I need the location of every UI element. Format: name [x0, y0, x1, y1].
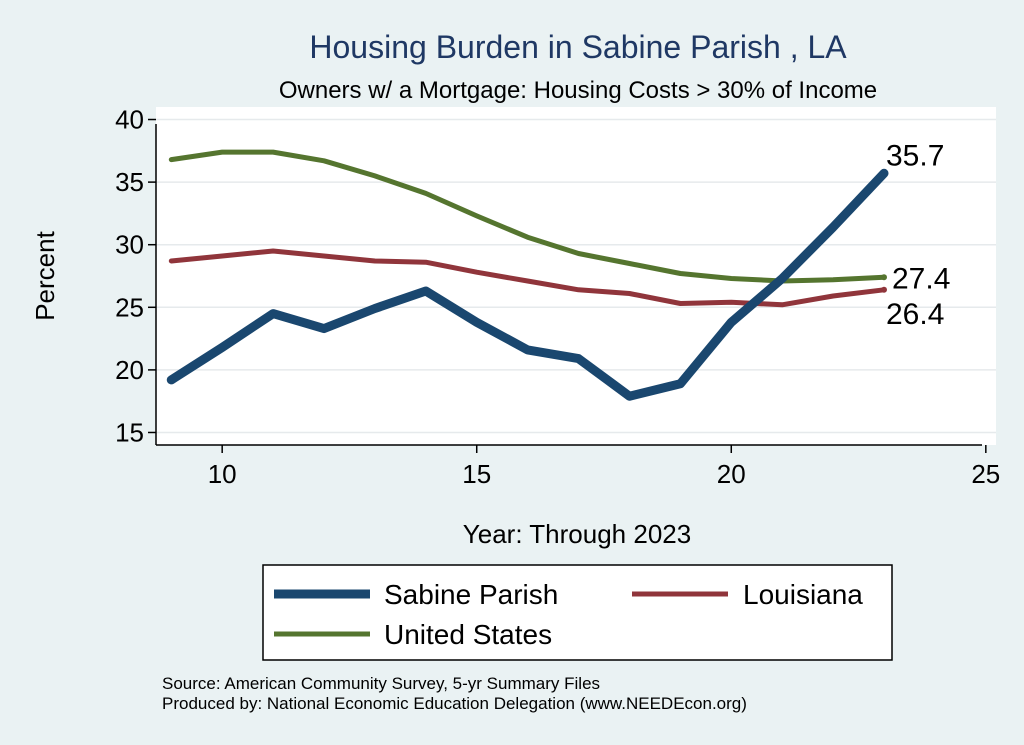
series-endpoint-louisiana — [881, 286, 887, 293]
y-tick-label-25: 25 — [115, 292, 144, 322]
axes — [155, 124, 982, 446]
y-axis-ticks: 15 20 25 30 35 40 — [115, 105, 156, 447]
chart-subtitle: Owners w/ a Mortgage: Housing Costs > 30… — [279, 77, 877, 104]
x-tick-label-20: 20 — [717, 459, 746, 489]
source-note: Source: American Community Survey, 5-yr … — [162, 674, 600, 693]
y-tick-label-20: 20 — [115, 355, 144, 385]
y-tick-label-40: 40 — [115, 105, 144, 135]
y-tick-label-30: 30 — [115, 230, 144, 260]
series-endpoint-sabine-parish — [881, 170, 887, 177]
chart-title: Housing Burden in Sabine Parish , LA — [309, 29, 847, 65]
series-line-united-states — [168, 149, 887, 284]
x-tick-label-15: 15 — [462, 459, 491, 489]
legend-label-united-states: United States — [384, 619, 552, 650]
produced-by-note: Produced by: National Economic Education… — [162, 694, 747, 713]
y-tick-label-35: 35 — [115, 167, 144, 197]
legend-box — [262, 564, 893, 661]
x-axis-ticks: 10 15 20 25 — [208, 445, 1000, 489]
end-label-louisiana: 26.4 — [886, 298, 944, 331]
x-axis-label: Year: Through 2023 — [463, 519, 691, 549]
plot-area — [156, 107, 996, 445]
legend: Sabine Parish Louisiana United States — [262, 564, 893, 661]
y-tick-label-15: 15 — [115, 417, 144, 447]
gridlines — [156, 118, 996, 434]
x-tick-label-25: 25 — [971, 459, 1000, 489]
series-lines — [166, 149, 889, 401]
legend-label-sabine-parish: Sabine Parish — [384, 579, 558, 610]
x-tick-label-10: 10 — [208, 459, 237, 489]
y-axis-label: Percent — [30, 230, 60, 320]
series-endpoint-united-states — [881, 274, 887, 281]
series-line-louisiana — [168, 248, 887, 308]
end-labels: 35.7 26.427.4 — [886, 139, 950, 330]
series-line-sabine-parish — [166, 168, 889, 401]
end-label-united-states: 27.4 — [892, 262, 950, 295]
end-label-sabine-parish: 35.7 — [886, 139, 944, 172]
legend-label-louisiana: Louisiana — [743, 579, 863, 610]
